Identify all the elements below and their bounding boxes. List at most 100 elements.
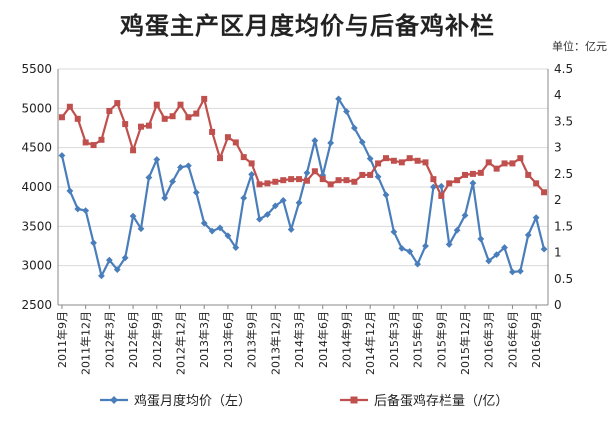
series-2-point — [137, 123, 144, 130]
x-axis-tick-label: 2015年9月 — [434, 311, 448, 368]
series-1-point — [232, 244, 240, 251]
series-2-point — [485, 159, 492, 166]
series-1-point — [398, 244, 406, 252]
legend-label: 鸡蛋月度均价（左） — [134, 393, 251, 409]
x-axis-tick-label: 2016年3月 — [482, 311, 496, 368]
series-1-point — [240, 194, 248, 202]
series-2-point — [390, 157, 397, 164]
series-1-point — [121, 254, 129, 262]
series-1-point — [129, 212, 137, 220]
series-2-point — [209, 128, 216, 135]
series-2-point — [477, 169, 484, 176]
x-axis-tick-label: 2015年12月 — [458, 311, 472, 375]
series-1-point — [192, 189, 200, 196]
series-2-point — [446, 180, 453, 187]
series-1-point — [485, 257, 493, 265]
right-axis-tick-label: 2.5 — [554, 167, 573, 181]
chart-title: 鸡蛋主产区月度均价与后备鸡补栏 — [120, 12, 495, 40]
left-axis-tick-label: 4000 — [21, 180, 52, 194]
series-1-point — [224, 232, 232, 240]
series-1-point — [279, 196, 287, 204]
x-axis-tick-label: 2015年3月 — [387, 311, 401, 368]
series-1-point — [66, 187, 74, 195]
series-1-point — [366, 155, 374, 163]
series-2-point — [533, 180, 540, 187]
right-axis-tick-label: 2 — [554, 193, 562, 207]
series-2-point — [240, 154, 247, 161]
series-1-point — [287, 226, 295, 233]
series-1-point — [509, 268, 516, 276]
series-2-point — [288, 176, 295, 183]
series-1-point — [453, 226, 461, 234]
right-axis-tick-label: 4 — [554, 88, 562, 102]
x-axis-tick-label: 2014年9月 — [339, 311, 353, 368]
series-2-point — [106, 107, 113, 114]
right-axis-tick-label: 0 — [554, 298, 562, 312]
series-2-point — [169, 113, 176, 120]
series-2-point — [90, 142, 97, 149]
x-axis-tick-label: 2011年9月 — [55, 311, 69, 368]
series-1-point — [437, 182, 445, 190]
series-2-point — [74, 115, 81, 122]
series-line-1 — [60, 97, 546, 277]
series-1-point — [264, 211, 271, 218]
x-axis-tick-label: 2013年3月 — [197, 311, 211, 368]
series-2-point — [153, 101, 160, 108]
series-2-point — [256, 181, 263, 188]
series-2-point — [185, 114, 192, 121]
series-1-point — [295, 199, 303, 207]
series-1-point — [137, 225, 145, 233]
x-axis-tick-label: 2013年9月 — [245, 311, 259, 368]
series-2-point — [311, 168, 318, 175]
left-axis-tick-label: 3000 — [21, 259, 52, 273]
series-1-point — [540, 245, 548, 253]
series-1-point — [382, 191, 390, 199]
series-2-point — [430, 176, 437, 183]
series-1-point — [216, 224, 224, 232]
series-2-point — [525, 171, 532, 178]
right-axis-tick-label: 3.5 — [554, 114, 573, 128]
series-1-point — [169, 178, 176, 185]
x-axis-tick-label: 2014年3月 — [292, 311, 306, 368]
series-1-point — [524, 231, 532, 239]
series-2-point — [398, 159, 405, 166]
series-1-point — [256, 215, 263, 223]
series-2-point — [469, 170, 476, 177]
series-1-point — [445, 241, 453, 248]
unit-label: 单位：亿元 — [552, 40, 607, 53]
series-2-point — [327, 181, 334, 188]
series-2-point — [462, 171, 469, 178]
series-2-point — [351, 178, 358, 185]
series-2-point — [406, 155, 413, 162]
series-1-point — [343, 108, 350, 115]
series-1-point — [74, 205, 82, 213]
series-2-point — [130, 147, 137, 154]
series-1-point — [477, 235, 485, 243]
left-axis-tick-label: 3500 — [21, 219, 52, 233]
series-2-point — [82, 139, 89, 146]
series-1-point — [58, 152, 66, 159]
x-axis-tick-label: 2011年12月 — [79, 311, 93, 375]
series-2-point — [280, 177, 287, 184]
series-2-point — [382, 155, 389, 162]
series-1-point — [350, 124, 358, 132]
series-2-point — [193, 110, 200, 117]
series-2-point — [201, 95, 208, 102]
x-axis-tick-label: 2015年6月 — [411, 311, 425, 368]
series-2-point — [517, 155, 524, 162]
series-1-point — [516, 267, 524, 275]
series-2-point — [414, 157, 421, 164]
series-1-point — [461, 211, 469, 219]
series-1-point — [208, 227, 216, 235]
series-1-point — [200, 219, 208, 227]
series-2-point — [454, 177, 461, 184]
series-1-point — [374, 173, 382, 181]
x-axis-tick-label: 2013年6月 — [221, 311, 235, 368]
series-1-point — [327, 139, 335, 147]
legend-marker — [350, 396, 358, 404]
left-axis-tick-label: 2500 — [21, 298, 52, 312]
series-2-point — [493, 165, 500, 172]
x-axis-tick-label: 2016年6月 — [505, 311, 519, 368]
series-2-point — [248, 160, 255, 167]
